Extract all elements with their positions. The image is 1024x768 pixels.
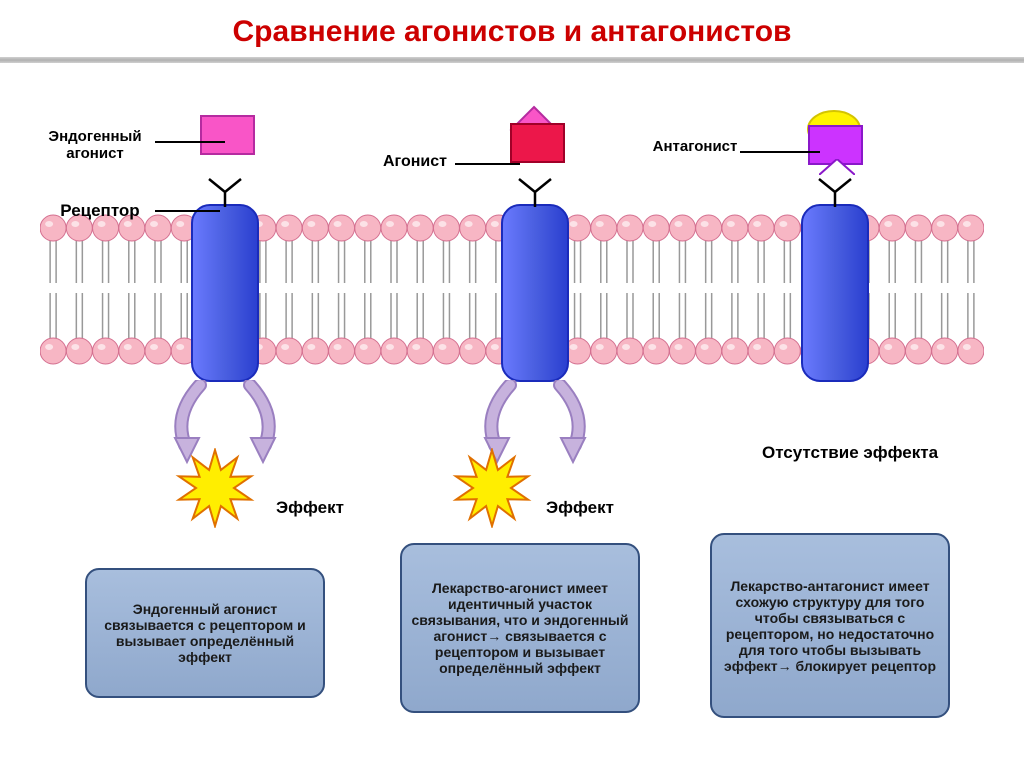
effect-starburst [175,448,255,528]
binding-site-fork [515,177,555,207]
effect-starburst [452,448,532,528]
connector-line [455,163,520,165]
receptor-agonist [500,203,570,383]
title-text: Сравнение агонистов и антагонистов [233,15,792,48]
info-box-endogenous: Эндогенный агонист связывается с рецепто… [85,568,325,698]
ligand-agonist-box [510,123,565,163]
binding-site-fork [815,177,855,207]
info-box-antagonist: Лекарство-антагонист имеет схожую структ… [710,533,950,718]
label-no-effect: Отсутствие эффекта [760,443,940,463]
label-endogenous-agonist: Эндогенный агонист [30,128,160,162]
binding-site-fork [205,177,245,207]
label-agonist: Агонист [370,153,460,171]
label-effect-2: Эффект [530,498,630,518]
page-title: Сравнение агонистов и антагонистов [0,0,1024,49]
info-box-agonist: Лекарство-агонист имеет идентичный участ… [400,543,640,713]
receptor-antagonist [800,203,870,383]
ligand-endogenous-box [200,115,255,155]
receptor-endogenous [190,203,260,383]
diagram-stage: Эндогенный агонист Агонист Антагонист Ре… [0,63,1024,763]
connector-line [740,151,820,153]
label-effect-1: Эффект [260,498,360,518]
label-receptor: Рецептор [50,201,150,221]
label-antagonist: Антагонист [640,138,750,155]
ligand-antagonist-notch [819,159,855,175]
connector-line [155,141,225,143]
connector-line [155,210,220,212]
